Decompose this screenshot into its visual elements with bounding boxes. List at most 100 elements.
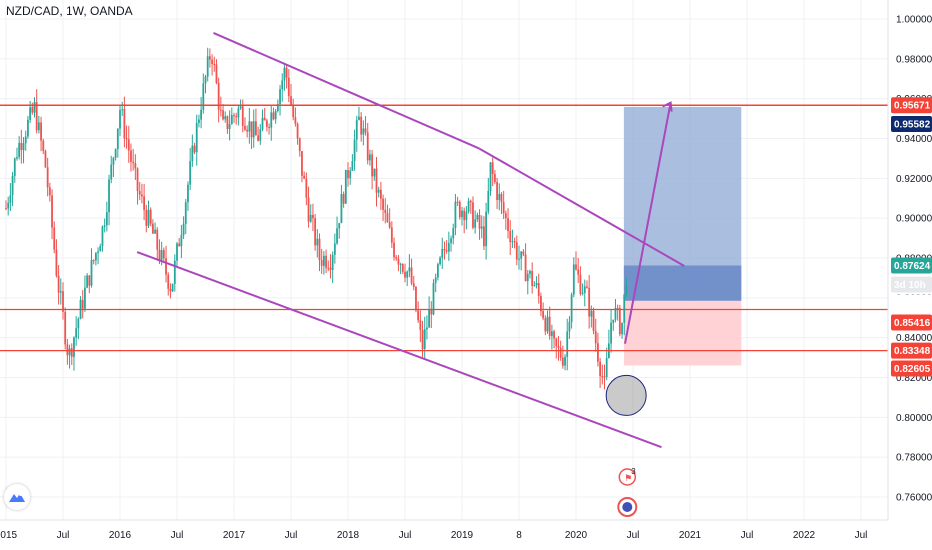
- current-price-tag-bg: [891, 257, 932, 274]
- candle-body: [147, 209, 150, 226]
- time-tick-label: Jul: [285, 530, 298, 541]
- candle-body: [276, 104, 279, 112]
- tradingview-logo-icon[interactable]: [4, 484, 30, 510]
- event-marker-glyph: ⚑: [624, 473, 632, 483]
- candle-body: [430, 310, 433, 315]
- candle-body: [64, 311, 67, 345]
- entry-price-tag: 0.85849: [894, 298, 931, 309]
- open-profit-zone: [623, 265, 742, 301]
- event-marker-icon: [618, 468, 637, 486]
- candle-body: [27, 119, 29, 137]
- time-tick-label: 2022: [793, 530, 816, 541]
- candle-body: [621, 322, 623, 335]
- candle-body: [99, 246, 102, 252]
- candle-body: [239, 106, 242, 109]
- candle-body: [213, 63, 216, 65]
- candle-body: [86, 275, 89, 288]
- candle-body: [434, 277, 437, 283]
- candle-body: [66, 344, 69, 356]
- candle-body: [511, 241, 514, 243]
- candle-body: [145, 210, 148, 226]
- candle-body: [379, 189, 382, 199]
- candle-body: [178, 243, 181, 247]
- candle-body: [369, 154, 371, 161]
- candle-body: [419, 320, 422, 331]
- candle-body: [108, 179, 110, 213]
- trendline: [478, 147, 685, 267]
- candle-body: [507, 218, 509, 232]
- candle-body: [344, 169, 347, 204]
- candle-body: [504, 213, 507, 219]
- candle-body: [33, 102, 36, 113]
- candle-body: [603, 376, 606, 378]
- candle-body: [561, 357, 564, 366]
- candle-body: [296, 123, 299, 139]
- candle-body: [307, 197, 310, 222]
- candle-body: [134, 163, 137, 169]
- candle-body: [121, 109, 124, 111]
- candle-body: [452, 228, 455, 239]
- candle-body: [461, 210, 463, 218]
- candle-body: [456, 201, 459, 203]
- candle-body: [491, 162, 494, 175]
- time-tick-label: Jul: [57, 530, 70, 541]
- candle-body: [215, 64, 218, 84]
- candle-body: [559, 347, 562, 358]
- candle-body: [290, 96, 292, 105]
- time-tick-label: Jul: [741, 530, 754, 541]
- candle-body: [502, 202, 505, 214]
- candle-body: [92, 260, 95, 262]
- candle-body: [316, 238, 319, 246]
- candle-body: [103, 225, 106, 227]
- candle-body: [200, 109, 203, 120]
- candle-body: [546, 316, 549, 332]
- candle-body: [81, 299, 84, 309]
- candle-body: [318, 238, 321, 261]
- trendlines: [136, 32, 685, 449]
- time-tick-label: Jul: [627, 530, 640, 541]
- candle-body: [211, 59, 213, 64]
- candle-body: [11, 175, 14, 196]
- candle-body: [520, 251, 523, 259]
- stop-price-tag-bg: [891, 360, 932, 377]
- candle-body: [592, 310, 595, 331]
- candle-body: [281, 80, 284, 90]
- candle-body: [169, 288, 172, 292]
- candle-body: [270, 112, 273, 128]
- candle-body: [463, 210, 466, 221]
- candle-body: [522, 251, 525, 255]
- current-price-tag: 0.87624: [894, 261, 931, 272]
- candle-body: [441, 248, 444, 258]
- time-tick-label: 2016: [109, 530, 132, 541]
- projection-arrow: [624, 102, 672, 344]
- candle-body: [9, 195, 12, 203]
- candle-body: [75, 328, 78, 338]
- time-tick-label: Jul: [855, 530, 868, 541]
- trendline: [213, 32, 480, 150]
- candle-body: [55, 249, 58, 276]
- highlight-circle-marker: [605, 374, 647, 416]
- candle-body: [165, 258, 167, 275]
- candle-body: [7, 202, 10, 209]
- candle-body: [184, 202, 187, 224]
- candle-body: [371, 154, 374, 177]
- candle-body: [123, 109, 126, 139]
- candle-body: [445, 250, 448, 252]
- candle-body: [57, 275, 60, 293]
- price-tick-label: 0.82000: [896, 373, 932, 384]
- candle-body: [31, 107, 34, 113]
- time-tick-label: 2019: [451, 530, 474, 541]
- candle-body: [130, 150, 132, 162]
- candle-body: [309, 214, 312, 222]
- candle-body: [566, 331, 569, 357]
- candle-body: [564, 356, 566, 366]
- candle-body: [428, 310, 431, 328]
- candle-body: [230, 115, 233, 125]
- candle-body: [439, 257, 441, 265]
- candle-body: [62, 291, 64, 312]
- candle-body: [349, 170, 352, 179]
- candle-body: [542, 311, 545, 319]
- candle-body: [355, 120, 358, 140]
- time-tick-label: Jul: [399, 530, 412, 541]
